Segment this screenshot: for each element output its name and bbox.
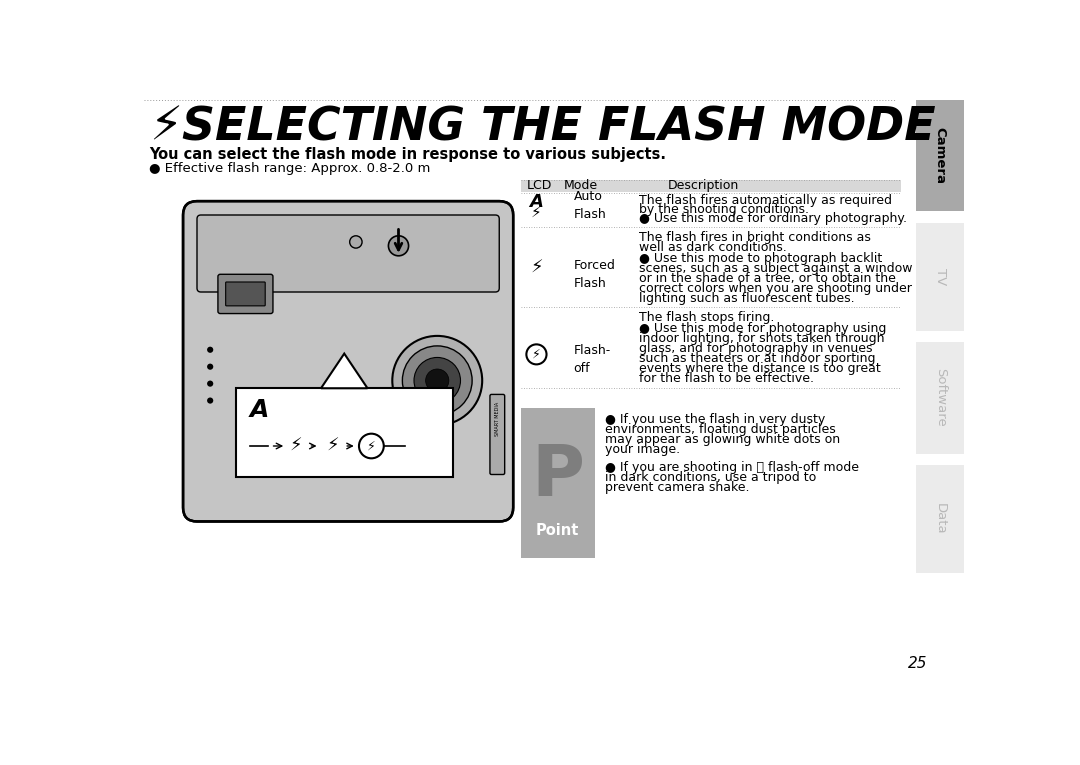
- Text: well as dark conditions.: well as dark conditions.: [638, 241, 786, 254]
- Text: ● If you use the flash in very dusty: ● If you use the flash in very dusty: [606, 412, 826, 425]
- Text: your image.: your image.: [606, 443, 680, 456]
- Text: scenes, such as a subject against a window: scenes, such as a subject against a wind…: [638, 262, 913, 275]
- Circle shape: [207, 347, 213, 353]
- Text: ⚡: ⚡: [532, 348, 541, 361]
- Text: lighting such as fluorescent tubes.: lighting such as fluorescent tubes.: [638, 291, 854, 304]
- Text: SELECTING THE FLASH MODE: SELECTING THE FLASH MODE: [181, 106, 935, 151]
- Circle shape: [350, 236, 362, 248]
- Text: Description: Description: [669, 179, 740, 192]
- Text: environments, floating dust particles: environments, floating dust particles: [606, 422, 836, 435]
- Text: ⚡: ⚡: [326, 437, 339, 455]
- FancyBboxPatch shape: [916, 342, 964, 454]
- Text: by the shooting conditions.: by the shooting conditions.: [638, 203, 809, 216]
- Text: indoor lighting, for shots taken through: indoor lighting, for shots taken through: [638, 332, 885, 345]
- FancyBboxPatch shape: [521, 408, 595, 558]
- Text: Camera: Camera: [934, 127, 947, 184]
- FancyBboxPatch shape: [218, 275, 273, 314]
- FancyBboxPatch shape: [490, 395, 504, 474]
- Text: or in the shade of a tree, or to obtain the: or in the shade of a tree, or to obtain …: [638, 272, 895, 285]
- Circle shape: [392, 336, 482, 425]
- Circle shape: [207, 398, 213, 404]
- FancyBboxPatch shape: [916, 223, 964, 330]
- Text: Point: Point: [536, 523, 580, 539]
- Text: ● If you are shooting in ⓧ flash-off mode: ● If you are shooting in ⓧ flash-off mod…: [606, 461, 860, 474]
- Text: Forced
Flash: Forced Flash: [573, 259, 616, 290]
- Circle shape: [403, 346, 472, 415]
- Text: glass, and for photography in venues: glass, and for photography in venues: [638, 342, 873, 355]
- Text: Data: Data: [934, 503, 947, 535]
- Text: Auto
Flash: Auto Flash: [573, 190, 606, 221]
- Text: P: P: [531, 442, 584, 511]
- Text: The flash fires automatically as required: The flash fires automatically as require…: [638, 194, 892, 207]
- Text: in dark conditions, use a tripod to: in dark conditions, use a tripod to: [606, 471, 816, 484]
- Circle shape: [426, 369, 449, 392]
- Circle shape: [389, 236, 408, 256]
- Text: prevent camera shake.: prevent camera shake.: [606, 481, 750, 494]
- Text: Mode: Mode: [564, 179, 597, 192]
- FancyBboxPatch shape: [916, 465, 964, 573]
- Text: such as theaters or at indoor sporting: such as theaters or at indoor sporting: [638, 352, 875, 365]
- Text: ⚡: ⚡: [149, 106, 183, 151]
- Text: TV: TV: [934, 268, 947, 285]
- Text: correct colors when you are shooting under: correct colors when you are shooting und…: [638, 282, 912, 295]
- Text: A: A: [529, 193, 543, 211]
- Text: The flash stops firing.: The flash stops firing.: [638, 311, 774, 324]
- FancyBboxPatch shape: [226, 282, 266, 306]
- Text: ⚡: ⚡: [289, 437, 302, 455]
- Text: for the flash to be effective.: for the flash to be effective.: [638, 372, 813, 385]
- Text: ● Use this mode to photograph backlit: ● Use this mode to photograph backlit: [638, 252, 882, 265]
- FancyBboxPatch shape: [235, 389, 453, 477]
- Text: SMART MEDIA: SMART MEDIA: [496, 402, 500, 436]
- Text: ⚡: ⚡: [531, 205, 542, 220]
- Text: The flash fires in bright conditions as: The flash fires in bright conditions as: [638, 231, 870, 244]
- Text: Software: Software: [934, 369, 947, 427]
- FancyBboxPatch shape: [916, 99, 964, 211]
- Text: ⚡: ⚡: [367, 440, 376, 453]
- Circle shape: [414, 357, 460, 404]
- Text: 25: 25: [908, 656, 928, 672]
- FancyBboxPatch shape: [521, 181, 901, 192]
- Polygon shape: [321, 353, 367, 389]
- Circle shape: [207, 380, 213, 387]
- FancyBboxPatch shape: [197, 215, 499, 292]
- Text: LCD: LCD: [527, 179, 553, 192]
- Text: ● Use this mode for ordinary photography.: ● Use this mode for ordinary photography…: [638, 213, 907, 226]
- Text: events where the distance is too great: events where the distance is too great: [638, 362, 880, 375]
- Text: may appear as glowing white dots on: may appear as glowing white dots on: [606, 432, 840, 445]
- Text: ⚡: ⚡: [530, 259, 543, 276]
- Text: Flash-
off: Flash- off: [573, 344, 611, 376]
- Circle shape: [207, 363, 213, 369]
- Circle shape: [359, 434, 383, 458]
- Text: A: A: [249, 398, 269, 422]
- Text: ● Effective flash range: Approx. 0.8-2.0 m: ● Effective flash range: Approx. 0.8-2.0…: [149, 162, 430, 175]
- Text: You can select the flash mode in response to various subjects.: You can select the flash mode in respons…: [149, 148, 666, 162]
- Text: ● Use this mode for photography using: ● Use this mode for photography using: [638, 322, 886, 335]
- FancyBboxPatch shape: [183, 201, 513, 522]
